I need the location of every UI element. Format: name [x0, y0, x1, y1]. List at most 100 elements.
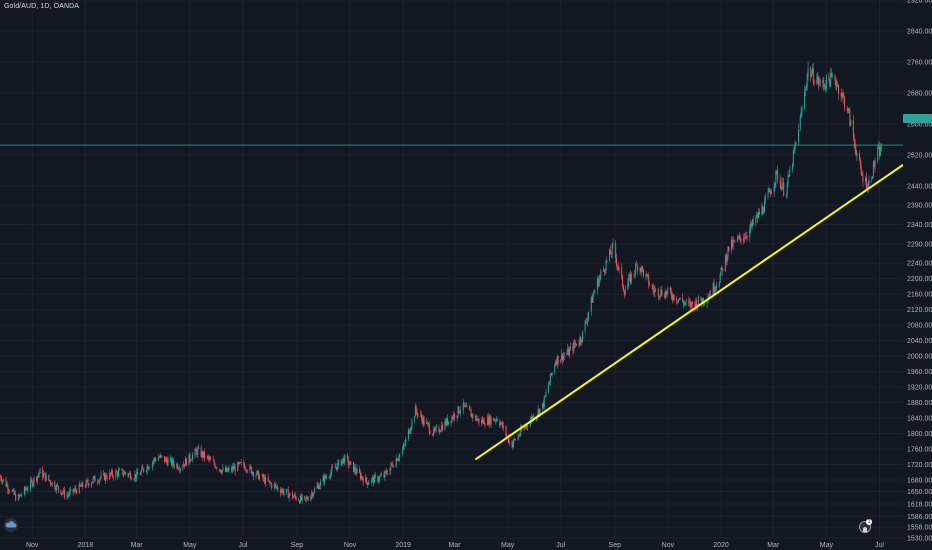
- candle-body: [299, 500, 301, 503]
- candle-body: [647, 274, 649, 276]
- candle: [361, 475, 363, 481]
- candle: [405, 436, 407, 447]
- trendline-layer[interactable]: [474, 164, 904, 461]
- candle-body: [139, 474, 141, 476]
- candle-body: [629, 274, 631, 283]
- candle-body: [405, 438, 407, 444]
- candle-body: [454, 414, 456, 419]
- candle-body: [630, 273, 632, 283]
- candle: [512, 439, 514, 451]
- candle-body: [523, 426, 525, 431]
- candle-body: [294, 494, 296, 497]
- candle: [109, 469, 111, 480]
- candle: [92, 476, 94, 485]
- candle: [72, 488, 74, 496]
- candle: [609, 248, 611, 263]
- candle-body: [836, 85, 838, 87]
- candle: [276, 486, 278, 491]
- candle: [795, 142, 797, 146]
- candle: [17, 493, 19, 502]
- candle: [728, 246, 730, 252]
- candle-body: [269, 481, 271, 484]
- candle: [148, 467, 150, 471]
- candle: [152, 459, 154, 466]
- candle: [550, 372, 552, 377]
- candle-body: [87, 480, 89, 484]
- y-tick-label: 1840.000: [907, 416, 932, 423]
- candle-body: [722, 267, 724, 272]
- y-tick-label: 1720.000: [907, 462, 932, 469]
- candle-body: [337, 462, 339, 470]
- candle-body: [762, 206, 764, 213]
- candle-body: [319, 480, 321, 487]
- candle-body: [716, 286, 718, 287]
- y-tick-label: 2920.000: [907, 0, 932, 5]
- candle: [408, 429, 410, 435]
- candle-body: [313, 488, 315, 494]
- candle: [616, 253, 618, 270]
- candle: [831, 68, 833, 78]
- candle: [210, 455, 212, 460]
- candle-body: [1, 479, 3, 483]
- candle-body: [854, 141, 856, 150]
- candle: [228, 465, 230, 473]
- candle: [718, 281, 720, 289]
- candle: [220, 469, 222, 475]
- candle: [482, 417, 484, 425]
- candle: [30, 477, 32, 483]
- candle: [880, 142, 882, 152]
- time-axis[interactable]: Nov 2018 Mar May Jul Sep Nov 2019 Mar May Jul Sep No…: [26, 542, 884, 549]
- candle-body: [62, 492, 64, 494]
- candle-body: [318, 484, 320, 490]
- symbol-title[interactable]: Gold/AUD, 1D, OANDA: [4, 3, 80, 10]
- candle: [384, 470, 386, 481]
- candle: [19, 494, 21, 498]
- candle-body: [349, 461, 351, 465]
- candle-body: [786, 183, 788, 195]
- candle-body: [798, 130, 800, 131]
- candle-body: [232, 466, 234, 470]
- candle: [841, 91, 843, 101]
- candle-body: [447, 417, 449, 425]
- candle: [670, 287, 672, 301]
- candle: [378, 476, 380, 484]
- candle-body: [362, 478, 364, 483]
- candle: [191, 452, 193, 463]
- candle-body: [524, 426, 526, 428]
- candle: [844, 95, 846, 112]
- candle-body: [700, 296, 702, 301]
- candle-body: [594, 290, 596, 293]
- candle: [88, 483, 90, 488]
- candle: [397, 457, 399, 462]
- candle-body: [231, 466, 233, 471]
- candle: [780, 177, 782, 192]
- candle: [501, 420, 503, 430]
- candle: [517, 433, 519, 441]
- candle-body: [300, 495, 302, 500]
- candle-body: [207, 456, 209, 458]
- candle: [380, 471, 382, 477]
- candle: [445, 418, 447, 427]
- price-axis[interactable]: 2920.000 2840.000 2760.000 2680.000 2600.000…: [903, 0, 932, 550]
- candle-body: [17, 495, 19, 501]
- candle-body: [599, 275, 601, 279]
- candle: [55, 485, 57, 493]
- candle-body: [415, 406, 417, 412]
- candle-body: [281, 489, 283, 491]
- candle-body: [720, 267, 722, 275]
- candle-body: [194, 449, 196, 455]
- candle-body: [36, 477, 38, 481]
- x-tick-label: Nov: [344, 542, 357, 549]
- price-axis-panel: [903, 0, 932, 550]
- candle-body: [323, 476, 325, 483]
- cloud-icon[interactable]: [4, 518, 18, 532]
- candle: [788, 174, 790, 178]
- candle: [178, 466, 180, 471]
- candle-body: [573, 342, 575, 351]
- candle-body: [191, 459, 193, 461]
- candle: [451, 415, 453, 424]
- candle-body: [874, 161, 876, 167]
- candle: [157, 453, 159, 461]
